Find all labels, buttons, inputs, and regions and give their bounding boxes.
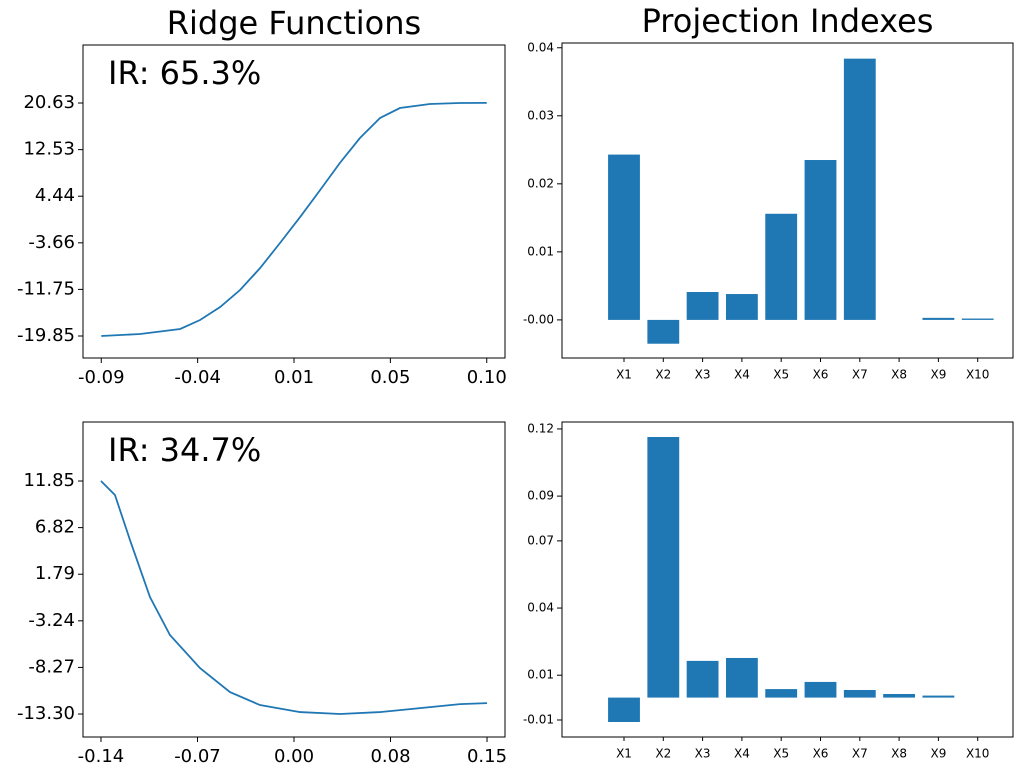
- x-tick-label: X1: [616, 368, 632, 382]
- x-tick-label: X10: [966, 368, 990, 382]
- y-tick-label: 6.82: [35, 517, 75, 538]
- y-tick-label: 0.07: [527, 533, 554, 547]
- x-tick-label: X5: [773, 747, 789, 761]
- y-tick-label: -0.01: [523, 712, 554, 726]
- y-tick-label: 1.79: [35, 563, 75, 584]
- x-tick-label: -0.04: [174, 367, 221, 388]
- y-tick-label: 0.04: [527, 601, 554, 615]
- y-tick-label: 0.03: [527, 108, 554, 122]
- y-tick-label: -0.00: [523, 312, 554, 326]
- bar: [608, 154, 640, 320]
- x-tick-label: X8: [891, 368, 907, 382]
- y-tick-label: -11.75: [17, 278, 75, 299]
- bar: [922, 695, 955, 698]
- x-tick-label: X9: [930, 747, 946, 761]
- x-tick-label: X9: [930, 368, 946, 382]
- x-tick-label: X4: [734, 368, 750, 382]
- x-tick-label: 0.01: [274, 367, 314, 388]
- x-tick-label: X6: [813, 368, 829, 382]
- y-tick-label: -19.85: [17, 325, 75, 346]
- x-tick-label: X10: [966, 747, 990, 761]
- x-tick-label: X1: [616, 747, 632, 761]
- x-tick-label: 0.05: [370, 367, 410, 388]
- bar: [765, 213, 798, 320]
- x-tick-label: -0.09: [78, 367, 125, 388]
- x-tick-label: -0.07: [174, 746, 221, 767]
- y-tick-label: 12.53: [23, 139, 75, 160]
- x-tick-label: 0.15: [467, 746, 507, 767]
- axes-frame: [82, 421, 506, 738]
- x-tick-label: X2: [655, 747, 671, 761]
- bar: [804, 160, 837, 320]
- ridge-line: [101, 101, 487, 337]
- x-tick-label: X7: [852, 747, 868, 761]
- y-tick-label: 0.02: [527, 176, 554, 190]
- y-tick-label: 0.09: [527, 489, 554, 503]
- x-tick-label: -0.14: [78, 746, 125, 767]
- y-tick-label: 20.63: [23, 92, 75, 113]
- bar: [843, 58, 876, 320]
- y-tick-label: -3.24: [28, 610, 75, 631]
- bar: [608, 697, 640, 722]
- y-tick-label: 0.01: [527, 668, 554, 682]
- axes-frame: [82, 44, 506, 359]
- ridge-line: [100, 480, 488, 715]
- y-tick-label: 11.85: [23, 470, 75, 491]
- bar: [647, 319, 680, 344]
- x-tick-label: X7: [852, 368, 868, 382]
- x-tick-label: 0.08: [370, 746, 410, 767]
- x-tick-label: X4: [734, 747, 750, 761]
- x-tick-label: X3: [695, 747, 711, 761]
- y-tick-label: 0.01: [527, 244, 554, 258]
- bar: [647, 437, 680, 698]
- bar: [686, 660, 719, 698]
- x-tick-label: 0.10: [467, 367, 507, 388]
- annotation: IR: 65.3%: [108, 54, 261, 92]
- bar: [804, 681, 837, 698]
- bar: [883, 694, 916, 698]
- x-tick-label: X8: [891, 747, 907, 761]
- x-tick-label: X6: [813, 747, 829, 761]
- bar: [686, 292, 719, 320]
- x-tick-label: X3: [695, 368, 711, 382]
- y-tick-label: -8.27: [28, 656, 75, 677]
- annotation: IR: 34.7%: [108, 431, 261, 469]
- axes-frame: [561, 42, 1014, 359]
- bar: [725, 657, 758, 698]
- y-tick-label: -13.30: [17, 703, 75, 724]
- bar: [961, 318, 994, 320]
- panel-title: Ridge Functions: [167, 4, 421, 42]
- bar: [725, 294, 758, 320]
- x-tick-label: X5: [773, 368, 789, 382]
- y-tick-label: -3.66: [28, 232, 75, 253]
- y-tick-label: 0.04: [527, 40, 554, 54]
- x-tick-label: 0.00: [274, 746, 314, 767]
- bar: [765, 689, 798, 698]
- bar: [922, 317, 955, 320]
- axes-frame: [561, 421, 1014, 738]
- y-tick-label: 4.44: [35, 185, 75, 206]
- x-tick-label: X2: [655, 368, 671, 382]
- y-tick-label: 0.12: [527, 421, 554, 435]
- bar: [843, 689, 876, 698]
- panel-title: Projection Indexes: [642, 2, 934, 40]
